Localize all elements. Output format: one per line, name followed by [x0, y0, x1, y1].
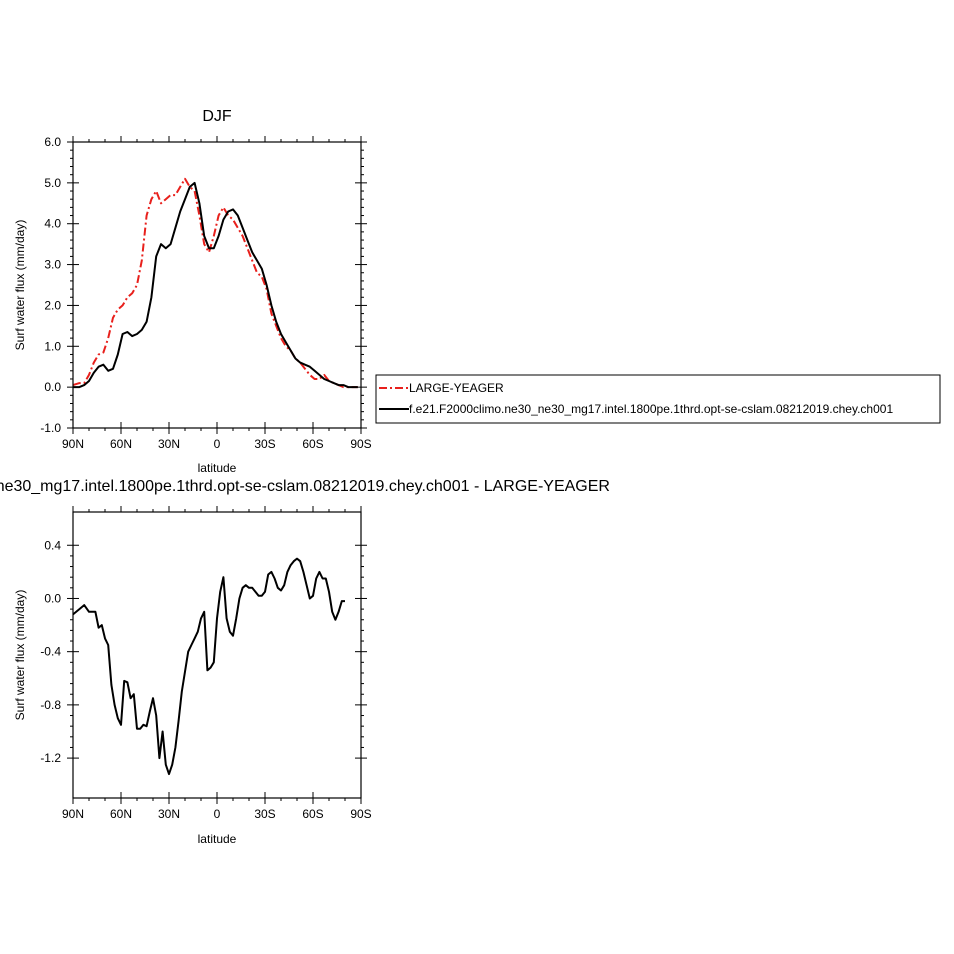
y-tick-label: 6.0 — [44, 135, 61, 149]
panel-1-xlabel: latitude — [198, 461, 237, 475]
x-tick-label: 30N — [158, 807, 180, 821]
panel-2: f.e21.F2000climo.ne30_ne30_mg17.intel.18… — [0, 478, 610, 846]
panel-1-frame — [72, 141, 362, 429]
panel-2-xlabel: latitude — [198, 832, 237, 846]
series-line-1 — [73, 557, 345, 776]
panel-1-title: DJF — [202, 108, 232, 125]
x-tick-label: 30S — [254, 807, 275, 821]
legend: LARGE-YEAGER f.e21.F2000climo.ne30_ne30_… — [375, 374, 941, 424]
y-tick-label: 0.0 — [44, 591, 61, 605]
y-tick-label: -0.8 — [40, 698, 61, 712]
y-tick-label: 0.0 — [44, 380, 61, 394]
y-tick-label: -0.4 — [40, 645, 61, 659]
x-tick-label: 90N — [62, 437, 84, 451]
panel-1-ylabel: Surf water flux (mm/day) — [13, 220, 27, 351]
y-tick-label: -1.0 — [40, 421, 61, 435]
y-tick-label: 1.0 — [44, 339, 61, 353]
y-tick-label: 5.0 — [44, 176, 61, 190]
panel-1: DJF 90N 60N 30N 0 30S 60S 90S -1.0 0.0 1.0 2.0 3.0 4… — [13, 108, 372, 475]
x-tick-label: 90S — [350, 807, 371, 821]
x-tick-label: 0 — [214, 437, 221, 451]
x-tick-label: 90N — [62, 807, 84, 821]
x-tick-label: 60S — [302, 437, 323, 451]
panel-2-ylabel: Surf water flux (mm/day) — [13, 590, 27, 721]
y-tick-label: 4.0 — [44, 217, 61, 231]
legend-label-ch001: f.e21.F2000climo.ne30_ne30_mg17.intel.18… — [409, 402, 893, 416]
x-tick-label: 30S — [254, 437, 275, 451]
x-tick-label: 90S — [350, 437, 371, 451]
series-line-2 — [73, 181, 358, 389]
x-tick-label: 30N — [158, 437, 180, 451]
x-tick-label: 60N — [110, 807, 132, 821]
legend-label-large-yeager: LARGE-YEAGER — [409, 381, 504, 395]
series-line-1 — [73, 177, 358, 389]
y-tick-label: 0.4 — [44, 538, 61, 552]
y-tick-label: -1.2 — [40, 751, 61, 765]
y-tick-label: 3.0 — [44, 258, 61, 272]
x-tick-label: 0 — [214, 807, 221, 821]
legend-box — [375, 374, 941, 424]
panel-2-frame — [72, 511, 362, 799]
x-tick-label: 60S — [302, 807, 323, 821]
x-tick-label: 60N — [110, 437, 132, 451]
y-tick-label: 2.0 — [44, 298, 61, 312]
panel-2-title: f.e21.F2000climo.ne30_ne30_mg17.intel.18… — [0, 478, 610, 495]
